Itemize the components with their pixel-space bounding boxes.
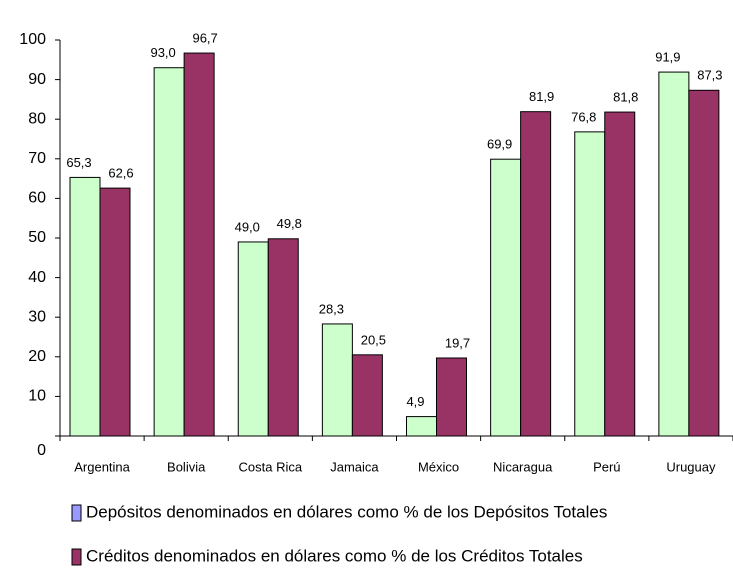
bar <box>321 323 353 437</box>
bar <box>237 241 269 437</box>
legend-swatch <box>71 504 82 522</box>
value-label: 93,0 <box>150 45 175 60</box>
value-label: 81,9 <box>529 89 554 104</box>
bar <box>153 67 185 437</box>
value-label: 4,9 <box>406 394 424 409</box>
bar <box>351 354 383 437</box>
bar <box>688 89 720 437</box>
y-tick-label: 80 <box>28 110 46 127</box>
y-tick-label: 30 <box>28 308 46 325</box>
value-label: 91,9 <box>655 50 680 65</box>
bar <box>183 52 215 437</box>
bar <box>99 187 131 437</box>
value-label: 69,9 <box>487 137 512 152</box>
x-tick-label: Nicaragua <box>493 459 553 474</box>
value-label: 28,3 <box>319 301 344 316</box>
value-label: 49,0 <box>235 219 260 234</box>
x-tick-label: Costa Rica <box>239 459 303 474</box>
value-label: 65,3 <box>66 155 91 170</box>
bar <box>574 131 606 437</box>
bar <box>406 416 437 437</box>
x-tick-label: Perú <box>593 459 620 474</box>
bar <box>604 111 636 437</box>
y-tick-label: 0 <box>37 442 46 459</box>
bar <box>520 111 552 437</box>
value-label: 96,7 <box>192 31 217 46</box>
y-tick-label: 60 <box>28 190 46 207</box>
value-label: 49,8 <box>277 216 302 231</box>
y-tick-label: 50 <box>28 229 46 246</box>
y-tick-label: 70 <box>28 150 46 167</box>
x-tick-label: Uruguay <box>666 459 716 474</box>
legend-swatch <box>71 548 82 566</box>
y-tick-label: 40 <box>28 269 46 286</box>
y-tick-label: 100 <box>19 31 46 48</box>
y-tick-label: 20 <box>28 348 46 365</box>
bar <box>658 71 690 437</box>
value-label: 62,6 <box>108 166 133 181</box>
x-tick-label: México <box>418 459 459 474</box>
x-tick-label: Argentina <box>74 459 130 474</box>
bar <box>436 357 467 437</box>
y-tick-label: 10 <box>28 388 46 405</box>
x-tick-label: Bolivia <box>167 459 206 474</box>
value-label: 19,7 <box>445 335 470 350</box>
value-label: 20,5 <box>361 332 386 347</box>
bar <box>69 176 101 437</box>
legend-label: Depósitos denominados en dólares como % … <box>86 502 607 521</box>
bar <box>490 158 522 437</box>
y-tick-label: 90 <box>28 71 46 88</box>
value-label: 87,3 <box>697 68 722 83</box>
value-label: 76,8 <box>571 109 596 124</box>
value-label: 81,8 <box>613 90 638 105</box>
legend-label: Créditos denominados en dólares como % d… <box>86 546 583 565</box>
x-tick-label: Jamaica <box>330 459 379 474</box>
bar <box>267 238 299 437</box>
